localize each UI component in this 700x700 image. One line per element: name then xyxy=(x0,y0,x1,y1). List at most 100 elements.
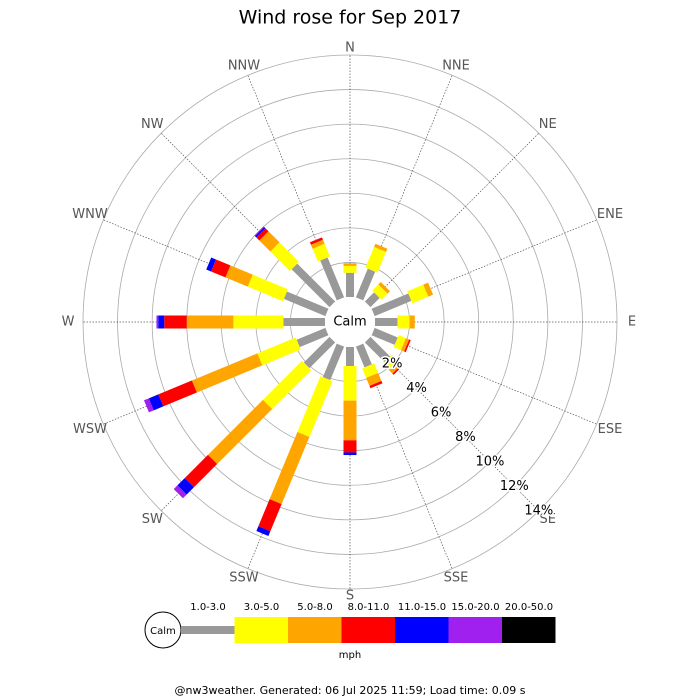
bar-segment xyxy=(371,293,412,317)
bar-segment xyxy=(404,339,411,353)
bar-segment xyxy=(270,242,300,272)
direction-line xyxy=(372,331,597,425)
direction-label: S xyxy=(346,589,354,604)
grid-ring xyxy=(151,123,549,521)
legend-label: 15.0-20.0 xyxy=(451,602,499,613)
bar-segment xyxy=(409,315,415,329)
direction-label: NW xyxy=(141,117,164,132)
bar-segment xyxy=(388,360,402,374)
bar-segment xyxy=(173,485,187,499)
bar-segment xyxy=(400,338,410,352)
bar-segment xyxy=(297,376,333,438)
bar-segment xyxy=(393,335,406,351)
bar-segment xyxy=(164,315,187,329)
bar-segment xyxy=(355,343,372,368)
legend-calm-label: Calm xyxy=(150,626,176,637)
direction-label: SSE xyxy=(444,570,469,585)
bar-segment xyxy=(369,380,383,389)
bar-segment xyxy=(156,315,159,329)
legend-unit: mph xyxy=(339,650,361,661)
bar-segment xyxy=(312,243,330,262)
direction-label: NNE xyxy=(442,59,470,74)
direction-label: ESE xyxy=(598,422,623,437)
bar-segment xyxy=(186,315,234,329)
ring-label: 2% xyxy=(382,357,403,372)
bar-segment xyxy=(407,284,429,304)
direction-label: SSW xyxy=(229,570,259,585)
bar-segment xyxy=(254,226,265,237)
bar-segment xyxy=(225,265,253,287)
legend-swatch xyxy=(395,617,449,643)
legend-swatch xyxy=(341,617,395,643)
bar-segment xyxy=(259,231,280,252)
bar-segment xyxy=(364,336,391,363)
legend-label: 1.0-3.0 xyxy=(190,602,225,613)
bar-segment xyxy=(256,526,271,537)
bar-segment xyxy=(233,315,284,329)
bar-segment xyxy=(283,291,329,317)
bar-segment xyxy=(372,284,388,300)
bar-segment xyxy=(158,315,165,329)
grid-ring xyxy=(82,54,618,590)
bar-segment xyxy=(365,246,387,273)
bar-segment xyxy=(291,263,336,308)
bar-segment xyxy=(247,274,288,302)
bar-segment xyxy=(320,257,345,301)
ring-label: 10% xyxy=(475,454,504,469)
bar-segment xyxy=(258,499,282,532)
bar-segment xyxy=(343,400,357,441)
bar-segment xyxy=(423,282,434,297)
bar-segment xyxy=(355,268,376,301)
direction-line xyxy=(367,132,540,305)
direction-label: SE xyxy=(540,512,556,527)
direction-label: NNW xyxy=(228,59,260,74)
legend-swatch xyxy=(181,626,235,634)
bar-segment xyxy=(397,315,410,329)
bar-segment xyxy=(309,237,323,245)
bar-segment xyxy=(257,337,301,366)
direction-label: NE xyxy=(539,117,557,132)
direction-label: WNW xyxy=(72,207,108,222)
bar-segment xyxy=(148,394,164,411)
bar-segment xyxy=(191,353,263,393)
bar-segment xyxy=(346,272,354,297)
bar-segment xyxy=(343,366,357,401)
bar-segment xyxy=(343,440,357,453)
bar-segment xyxy=(303,336,336,369)
legend-swatch xyxy=(448,617,502,643)
bar-segment xyxy=(262,360,312,410)
bar-segment xyxy=(207,399,273,465)
bar-segment xyxy=(158,380,197,407)
bar-segment xyxy=(364,292,380,308)
legend-label: 3.0-5.0 xyxy=(244,602,279,613)
bar-segment xyxy=(371,327,398,345)
bar-segment xyxy=(343,263,357,266)
bar-segment xyxy=(343,452,357,456)
bar-segment xyxy=(184,454,218,488)
bar-segment xyxy=(211,259,231,278)
calm-circle xyxy=(325,297,375,347)
bar-segment xyxy=(310,239,325,249)
bar-segment xyxy=(366,372,382,386)
legend-label: 8.0-11.0 xyxy=(348,602,390,613)
chart-title: Wind rose for Sep 2017 xyxy=(239,7,462,29)
direction-label: WSW xyxy=(73,422,107,437)
bar-segment xyxy=(255,227,266,238)
bar-segment xyxy=(362,363,379,378)
bar-segment xyxy=(392,364,403,375)
ring-label: 12% xyxy=(500,479,529,494)
ring-label: 14% xyxy=(524,503,553,518)
ring-label: 6% xyxy=(431,406,452,421)
bar-segment xyxy=(378,282,390,294)
bar-segment xyxy=(346,347,354,367)
bar-segment xyxy=(177,478,194,495)
legend-swatch xyxy=(288,617,342,643)
bar-segment xyxy=(374,243,388,252)
legend-swatch xyxy=(502,617,556,643)
ring-label: 4% xyxy=(406,381,427,396)
bar-segment xyxy=(283,318,325,326)
bar-segment xyxy=(382,354,398,370)
bar-segment xyxy=(296,327,329,348)
ring-label: 8% xyxy=(455,430,476,445)
